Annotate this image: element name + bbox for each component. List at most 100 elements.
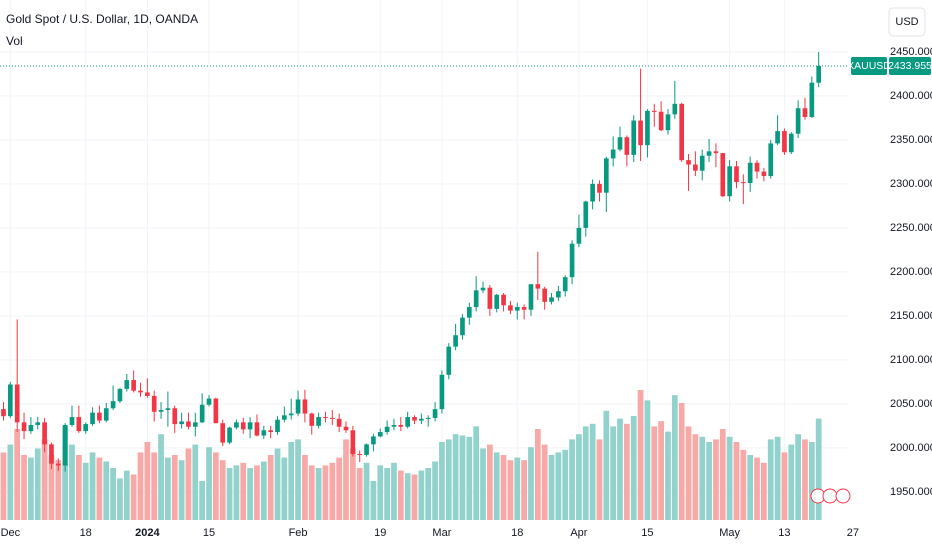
volume-bar [521, 460, 527, 520]
volume-bar [815, 418, 822, 520]
candle-body [583, 201, 589, 228]
volume-bar [582, 426, 589, 520]
candle-body [35, 422, 41, 425]
price-tag-label: 2433.955 [888, 60, 932, 72]
volume-bar [452, 434, 459, 520]
volume-bar [473, 426, 480, 520]
candle-body [247, 422, 253, 430]
candle-body [131, 380, 136, 391]
candle-body [371, 436, 376, 445]
candle-body [240, 422, 246, 430]
volume-bar [308, 465, 315, 520]
volume-bar [569, 439, 575, 520]
candle-body [795, 108, 801, 134]
candle-body [103, 408, 109, 421]
candle-body [528, 284, 534, 310]
volume-bar [761, 462, 767, 520]
x-tick-label: Apr [570, 527, 587, 539]
volume-bar [370, 481, 377, 520]
volume-bar [96, 457, 103, 520]
volume-bar [576, 434, 582, 520]
candle-body [494, 294, 500, 309]
volume-bar [34, 448, 41, 520]
volume-bar [713, 439, 719, 520]
event-icon[interactable] [835, 488, 851, 504]
candle-body [775, 131, 780, 144]
candle-body [439, 374, 445, 410]
candle-body [28, 424, 34, 432]
candle-body [254, 422, 260, 436]
grid [0, 0, 848, 520]
volume-bar [151, 452, 158, 520]
candle-body [788, 133, 794, 153]
event-icon[interactable] [822, 488, 838, 504]
volume-bar [254, 465, 260, 520]
volume-bar [589, 423, 596, 520]
candle-body [172, 408, 178, 425]
volume-bar [623, 423, 630, 520]
volume-bar [692, 434, 699, 520]
volume-bar [500, 455, 507, 520]
y-tick-label: 2450.000 [890, 46, 932, 58]
currency-label[interactable]: USD [895, 16, 918, 28]
candle-body [734, 166, 739, 183]
volume-bar [28, 457, 34, 520]
volume-bar [158, 434, 164, 520]
chart-title: Gold Spot / U.S. Dollar, 1D, OANDA [6, 12, 198, 26]
candle-body [412, 417, 417, 421]
candle-body [21, 422, 27, 432]
volume-bar [212, 452, 219, 520]
candle-body [754, 162, 760, 172]
volume-bar [514, 457, 521, 520]
volume-bar [391, 462, 397, 520]
candle-body [514, 307, 520, 311]
candle-body [69, 417, 75, 425]
currency-button[interactable] [888, 7, 926, 37]
volume-bar [288, 442, 295, 520]
volume-bar [7, 444, 14, 520]
candle-body [727, 166, 732, 197]
x-tick-label: 15 [641, 527, 653, 539]
volume-bar [439, 442, 445, 520]
volume-bar [62, 426, 69, 520]
volume-bar [123, 470, 130, 520]
candle-body [316, 417, 321, 426]
volume-bar [0, 452, 7, 520]
candle-body [145, 392, 150, 396]
volume-bar [459, 435, 466, 520]
candle-body [521, 307, 527, 310]
candle-body [199, 404, 205, 423]
x-tick-label: 19 [374, 527, 386, 539]
candle-body [405, 417, 410, 427]
y-tick-label: 2100.000 [890, 354, 932, 366]
volume-bar [555, 452, 562, 520]
candle-body [782, 131, 787, 153]
volume-bar [754, 457, 760, 520]
candle-body [350, 430, 356, 455]
volume-bar [671, 395, 678, 520]
candle-body [590, 183, 595, 202]
volume-bar [260, 461, 267, 520]
volume-bar [665, 431, 671, 520]
y-tick-label: 2250.000 [890, 222, 932, 234]
candle-body [124, 380, 130, 389]
symbol-tag [851, 57, 887, 76]
candle-body [42, 422, 47, 445]
candle-body [617, 137, 623, 150]
volume-bar [130, 474, 137, 520]
volume-bar [82, 462, 89, 520]
candle-body [535, 284, 541, 289]
candle-body [706, 151, 712, 156]
volume-bar [343, 439, 349, 520]
volume-bar [247, 468, 253, 520]
volume-bar [144, 442, 151, 520]
volume-bar [21, 455, 27, 520]
price-tag [889, 57, 931, 76]
candle-body [542, 288, 547, 302]
volume-bar [699, 436, 706, 520]
volume-bar [55, 460, 62, 520]
candle-body [686, 160, 691, 165]
volume-label: Vol [6, 34, 23, 48]
x-tick-label: 27 [847, 527, 859, 539]
volume-bar [281, 457, 288, 520]
